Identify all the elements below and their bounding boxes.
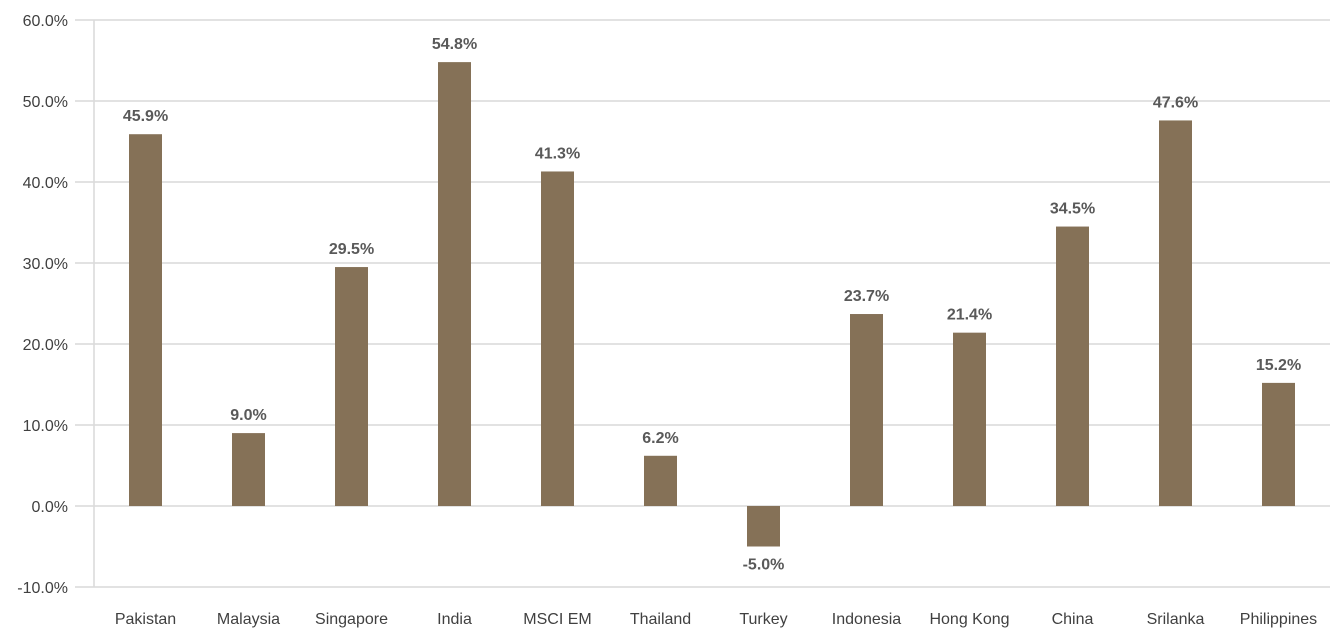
x-category-label: Pakistan [115, 611, 176, 628]
data-label: -5.0% [743, 557, 785, 574]
bar-india [438, 62, 471, 507]
data-label: 9.0% [230, 407, 266, 424]
bars [129, 62, 1295, 547]
y-tick-label: 50.0% [23, 94, 68, 111]
x-category-label: Indonesia [832, 611, 901, 628]
data-label: 34.5% [1050, 201, 1095, 218]
bar-indonesia [850, 314, 883, 506]
y-tick-label: 30.0% [23, 256, 68, 273]
data-label: 23.7% [844, 288, 889, 305]
x-axis-category-labels: Pakistan Malaysia Singapore India MSCI EM Tha… [115, 611, 1317, 628]
bar-hong-kong [953, 332, 986, 506]
data-label: 6.2% [642, 430, 678, 447]
y-axis-tick-labels: -10.0% 0.0% 10.0% 20.0% 30.0% 40.0% 50.0% 60.0% [17, 13, 68, 597]
bar-turkey [747, 506, 780, 547]
data-label: 29.5% [329, 241, 374, 258]
data-label: 15.2% [1256, 357, 1301, 374]
data-labels: 45.9% 9.0% 29.5% 54.8% 41.3% 6.2% -5.0% 23.7% 21… [123, 36, 1301, 573]
x-category-label: Malaysia [217, 611, 280, 628]
data-label: 47.6% [1153, 94, 1198, 111]
x-category-label: Singapore [315, 611, 388, 628]
bar-pakistan [129, 134, 162, 506]
bar-philippines [1262, 382, 1295, 506]
x-category-label: Philippines [1240, 611, 1317, 628]
x-category-label: MSCI EM [523, 611, 591, 628]
data-label: 54.8% [432, 36, 477, 53]
x-category-label: India [437, 611, 472, 628]
bar-china [1056, 226, 1089, 507]
data-label: 45.9% [123, 108, 168, 125]
y-tick-label: 60.0% [23, 13, 68, 30]
bar-singapore [335, 267, 368, 506]
x-category-label: Hong Kong [929, 611, 1009, 628]
data-label: 21.4% [947, 307, 992, 324]
y-tick-label: -10.0% [17, 580, 68, 597]
y-tick-label: 0.0% [32, 499, 68, 516]
x-category-label: Turkey [739, 611, 787, 628]
x-category-label: China [1052, 611, 1094, 628]
bar-thailand [644, 455, 677, 506]
y-tick-label: 10.0% [23, 418, 68, 435]
y-tick-label: 40.0% [23, 175, 68, 192]
bar-srilanka [1159, 120, 1192, 506]
bar-msci-em [541, 171, 574, 506]
x-category-label: Thailand [630, 611, 691, 628]
y-tick-label: 20.0% [23, 337, 68, 354]
bar-malaysia [232, 433, 265, 506]
x-category-label: Srilanka [1147, 611, 1205, 628]
data-label: 41.3% [535, 145, 580, 162]
gridlines [75, 19, 1330, 588]
